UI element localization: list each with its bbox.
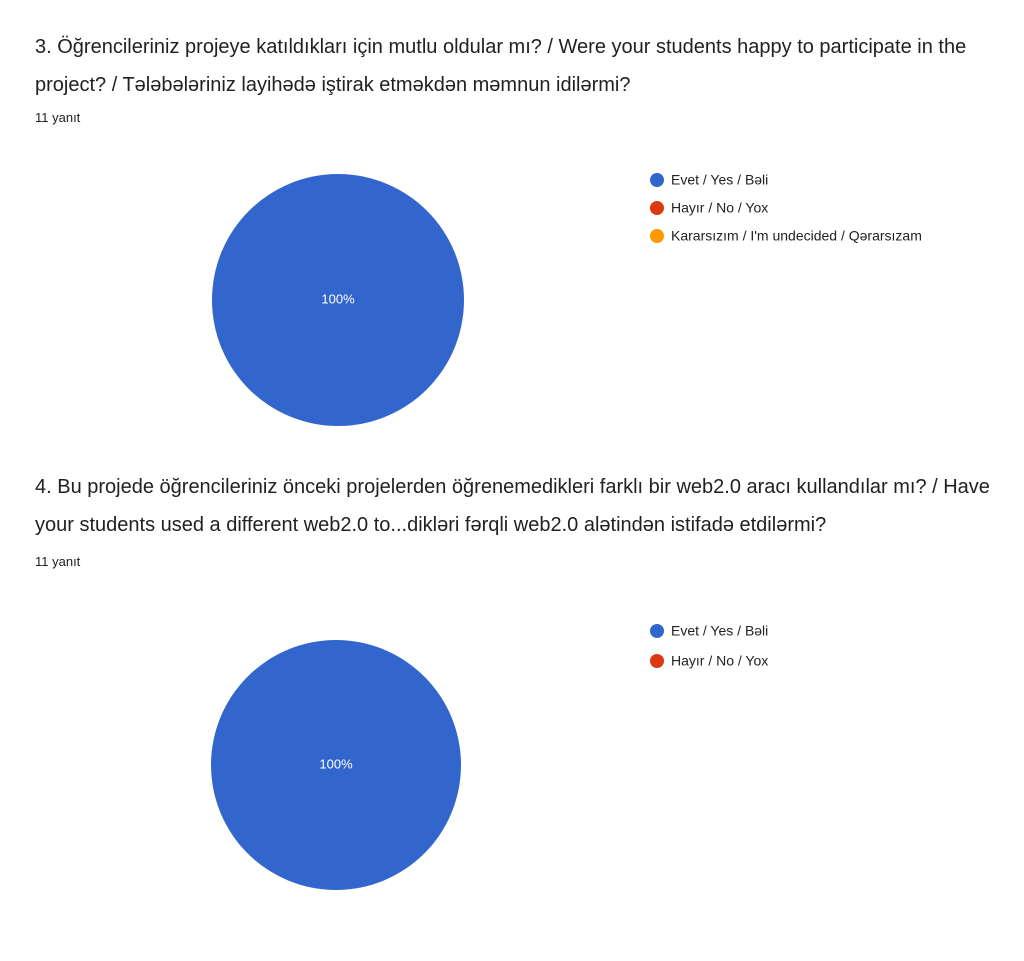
legend-label: Hayır / No / Yox: [671, 653, 768, 669]
question-title: 4. Bu projede öğrencileriniz önceki proj…: [35, 476, 990, 536]
slice-label: 100%: [321, 291, 355, 306]
legend-swatch: [650, 173, 664, 187]
chart: 100% Evet / Yes / Bəli Hayır / No / Yox Kar…: [212, 172, 922, 426]
legend-swatch: [650, 229, 664, 243]
legend-label: Evet / Yes / Bəli: [671, 172, 768, 188]
question-title: 3. Öğrencileriniz projeye katıldıkları i…: [35, 36, 967, 96]
response-count: 11 yanıt: [35, 110, 81, 125]
pie-slice: [211, 640, 461, 890]
legend-label: Kararsızım / I'm undecided / Qərarsızam: [671, 228, 922, 244]
legend-swatch: [650, 201, 664, 215]
chart: 100% Evet / Yes / Bəli Hayır / No / Yox: [211, 623, 768, 890]
response-count: 11 yanıt: [35, 554, 81, 569]
legend-label: Evet / Yes / Bəli: [671, 623, 768, 639]
chart-section: 4. Bu projede öğrencileriniz önceki proj…: [0, 440, 1024, 961]
slice-label: 100%: [319, 756, 353, 771]
chart-section: 3. Öğrencileriniz projeye katıldıkları i…: [0, 0, 1024, 440]
pie-slice: [212, 174, 464, 426]
legend-label: Hayır / No / Yox: [671, 200, 768, 216]
legend-swatch: [650, 624, 664, 638]
legend-swatch: [650, 654, 664, 668]
